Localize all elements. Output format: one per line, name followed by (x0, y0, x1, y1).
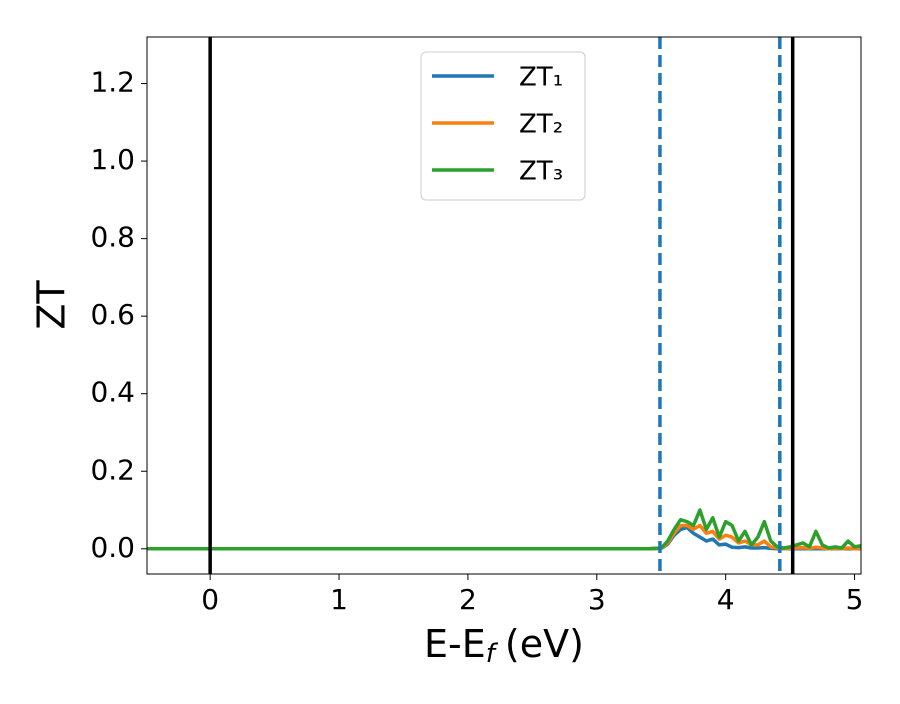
y-tick-label: 0.4 (90, 376, 135, 409)
x-tick-label: 2 (459, 583, 477, 616)
y-tick-label: 0.8 (90, 221, 135, 254)
plot-area (147, 37, 861, 574)
legend-label: ZT₃ (519, 157, 563, 187)
x-tick-label: 1 (330, 583, 348, 616)
legend-label: ZT₁ (519, 63, 563, 93)
series-line (147, 523, 861, 551)
legend-box (420, 51, 586, 201)
x-label-unit: (eV) (505, 622, 584, 666)
legend-label: ZT₂ (519, 110, 563, 140)
y-tick-label: 1.2 (90, 66, 135, 99)
y-tick-label: 0.2 (90, 453, 135, 486)
x-tick-label: 4 (717, 583, 735, 616)
y-tick-label: 1.0 (90, 143, 135, 176)
x-tick-label: 5 (846, 583, 864, 616)
y-axis-label: ZT (30, 280, 74, 330)
x-tick-label: 0 (201, 583, 219, 616)
y-tick-label: 0.0 (90, 531, 135, 564)
plot-frame (146, 36, 862, 575)
x-tick-label: 3 (588, 583, 606, 616)
x-label-sub: f (486, 639, 499, 669)
x-label-main: E-E (424, 622, 486, 666)
y-tick-label: 0.6 (90, 298, 135, 331)
series-line (147, 508, 861, 551)
x-axis-label: E-Ef (eV) (424, 622, 584, 669)
